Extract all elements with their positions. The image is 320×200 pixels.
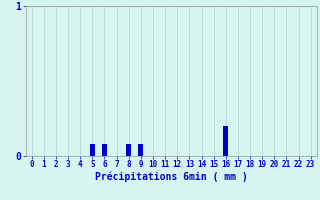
- Bar: [126, 144, 131, 156]
- Bar: [223, 126, 228, 156]
- Bar: [102, 144, 107, 156]
- Bar: [139, 144, 143, 156]
- Bar: [90, 144, 95, 156]
- X-axis label: Précipitations 6min ( mm ): Précipitations 6min ( mm ): [95, 172, 248, 182]
